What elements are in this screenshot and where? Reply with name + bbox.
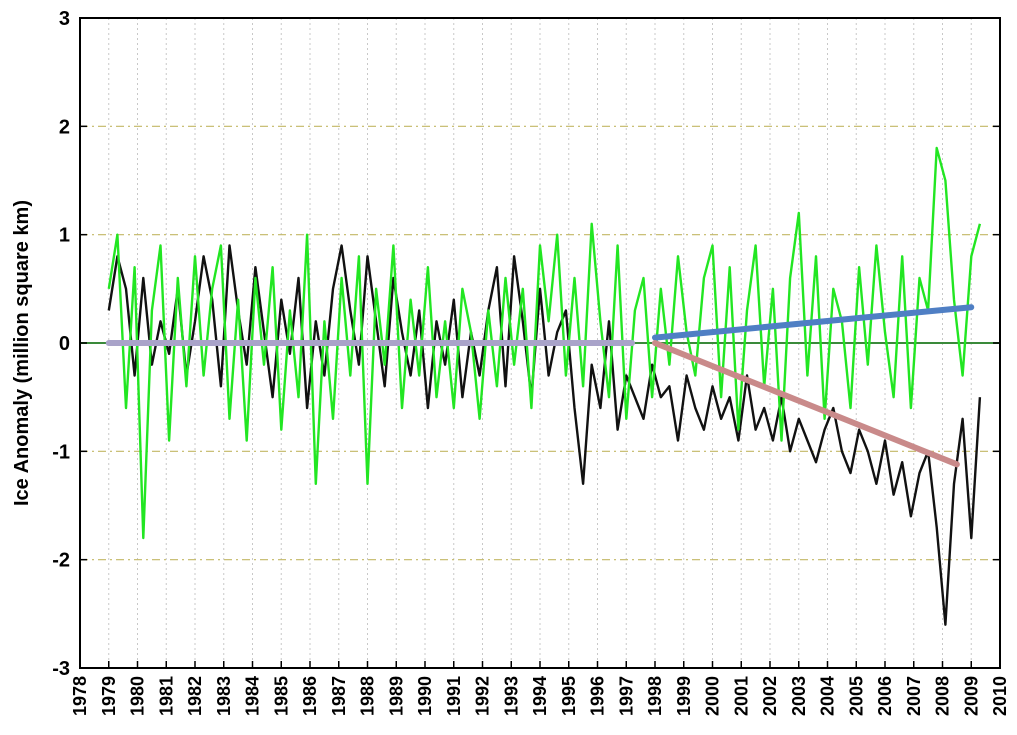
x-tick-label: 2003 (789, 676, 809, 716)
x-tick-label: 1985 (271, 676, 291, 716)
x-tick-label: 2008 (933, 676, 953, 716)
x-tick-label: 1986 (300, 676, 320, 716)
y-tick-label: 1 (59, 225, 70, 247)
x-tick-label: 1978 (70, 676, 90, 716)
x-tick-label: 1991 (444, 676, 464, 716)
x-tick-label: 2001 (731, 676, 751, 716)
y-axis-ticks: 3 2 1 0 -1 -2 -3 (52, 8, 1000, 680)
y-axis-label: Ice Anomaly (million square km) (11, 200, 33, 506)
x-tick-label: 2002 (760, 676, 780, 716)
x-tick-label: 1984 (243, 676, 263, 716)
x-tick-label: 1987 (329, 676, 349, 716)
x-tick-label: 1990 (415, 676, 435, 716)
x-tick-label: 1992 (473, 676, 493, 716)
x-tick-label: 1998 (645, 676, 665, 716)
x-tick-label: 1983 (214, 676, 234, 716)
x-tick-label: 2005 (846, 676, 866, 716)
x-tick-label: 2010 (990, 676, 1010, 716)
y-tick-label: 2 (59, 116, 70, 138)
x-tick-label: 1996 (588, 676, 608, 716)
blue-trend-line (652, 304, 975, 341)
y-tick-label: 0 (59, 333, 70, 355)
x-tick-label: 1993 (501, 676, 521, 716)
x-tick-label: 2004 (818, 676, 838, 716)
trend-layer (105, 304, 975, 468)
x-tick-label: 1997 (616, 676, 636, 716)
x-tick-label: 1981 (156, 676, 176, 716)
x-tick-label: 1989 (386, 676, 406, 716)
series-layer (107, 146, 982, 626)
x-axis-ticks: 1978 1979 1980 1981 1982 1983 1984 1985 1986 1987… (70, 661, 1010, 716)
red-trend-line (652, 340, 960, 468)
y-tick-label: -2 (52, 550, 70, 572)
x-tick-label: 2000 (703, 676, 723, 716)
x-tick-label: 1980 (128, 676, 148, 716)
x-tick-label: 2009 (961, 676, 981, 716)
x-tick-label: 1982 (185, 676, 205, 716)
x-tick-label: 1994 (530, 676, 550, 716)
x-tick-label: 2007 (904, 676, 924, 716)
x-tick-label: 1988 (358, 676, 378, 716)
green-series-line (107, 146, 982, 540)
x-tick-label: 1995 (559, 676, 579, 716)
y-tick-label: -3 (52, 658, 70, 680)
x-tick-label: 1979 (99, 676, 119, 716)
y-tick-label: -1 (52, 441, 70, 463)
y-tick-label: 3 (59, 8, 70, 30)
x-tick-label: 2006 (875, 676, 895, 716)
x-tick-label: 1999 (674, 676, 694, 716)
